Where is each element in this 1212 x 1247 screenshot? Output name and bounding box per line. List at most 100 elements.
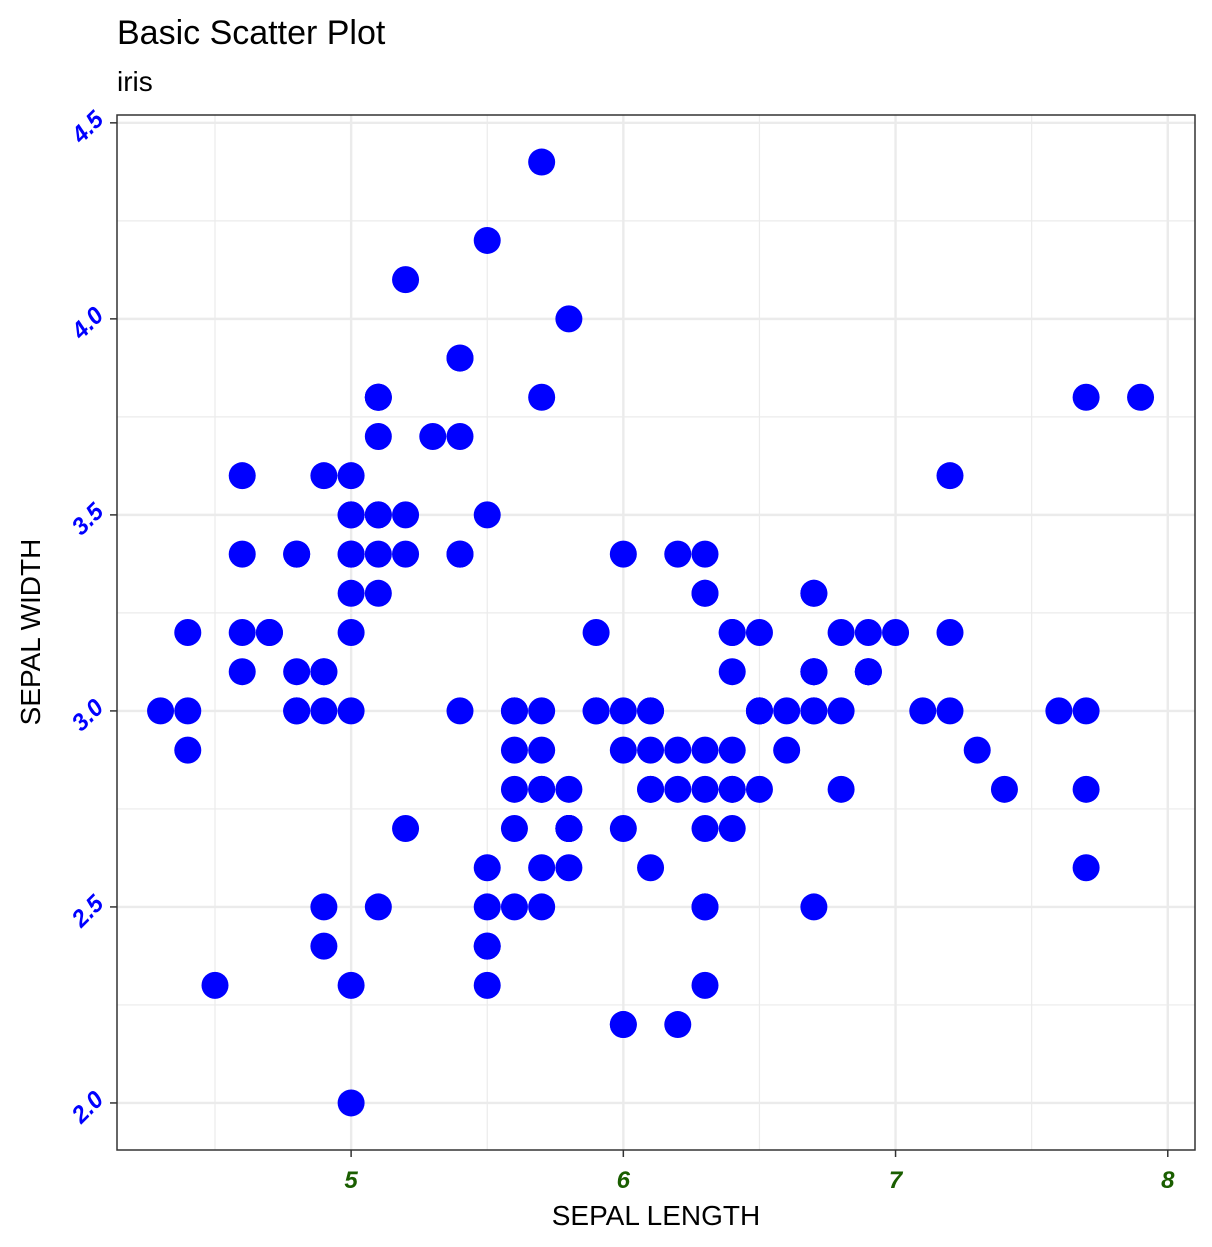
data-point — [528, 736, 556, 764]
data-point — [228, 658, 256, 686]
data-point — [201, 971, 229, 999]
data-point — [800, 579, 828, 607]
data-point — [664, 736, 692, 764]
data-point — [419, 422, 447, 450]
data-point — [364, 383, 392, 411]
data-point — [174, 697, 202, 725]
data-point — [718, 736, 746, 764]
data-point — [364, 540, 392, 568]
data-point — [609, 736, 637, 764]
data-point — [637, 736, 665, 764]
data-point — [174, 736, 202, 764]
data-point — [228, 540, 256, 568]
data-point — [528, 854, 556, 882]
data-point — [310, 893, 338, 921]
data-point — [228, 619, 256, 646]
data-point — [528, 148, 556, 176]
data-point — [609, 815, 637, 843]
data-point — [555, 854, 583, 882]
data-point — [364, 422, 392, 450]
x-axis-ticks: 5 6 7 8 — [344, 1150, 1175, 1194]
data-point — [800, 893, 828, 921]
data-point — [364, 579, 392, 607]
data-point — [691, 775, 719, 803]
data-point — [446, 344, 474, 372]
data-point — [963, 736, 991, 764]
data-point — [364, 501, 392, 529]
data-point — [473, 971, 501, 999]
data-point — [555, 775, 583, 803]
data-point — [691, 815, 719, 843]
data-point — [718, 815, 746, 843]
data-point — [1072, 775, 1100, 803]
data-point — [446, 422, 474, 450]
data-point — [773, 697, 801, 725]
chart-title: Basic Scatter Plot — [117, 14, 386, 52]
data-point — [609, 1011, 637, 1039]
data-points — [147, 148, 1155, 1117]
data-point — [1072, 383, 1100, 411]
data-point — [691, 736, 719, 764]
x-tick-label: 8 — [1161, 1167, 1175, 1194]
data-point — [691, 540, 719, 568]
data-point — [283, 540, 311, 568]
data-point — [392, 266, 420, 294]
data-point — [745, 697, 773, 725]
data-point — [773, 736, 801, 764]
data-point — [528, 383, 556, 411]
data-point — [827, 619, 855, 646]
y-axis-ticks: 2.0 2.5 3.0 3.5 4.0 4.5 — [66, 106, 117, 1130]
y-tick-label: 4.5 — [66, 106, 110, 150]
data-point — [337, 501, 365, 529]
data-point — [337, 579, 365, 607]
data-point — [337, 971, 365, 999]
data-point — [283, 658, 311, 686]
data-point — [609, 697, 637, 725]
data-point — [528, 697, 556, 725]
data-point — [147, 697, 175, 725]
data-point — [827, 775, 855, 803]
data-point — [500, 736, 528, 764]
x-tick-label: 7 — [889, 1167, 904, 1194]
y-tick-label: 3.0 — [67, 694, 110, 737]
data-point — [718, 658, 746, 686]
data-point — [473, 854, 501, 882]
data-point — [392, 815, 420, 843]
data-point — [310, 697, 338, 725]
data-point — [691, 971, 719, 999]
data-point — [609, 540, 637, 568]
data-point — [364, 893, 392, 921]
data-point — [473, 893, 501, 921]
data-point — [882, 619, 910, 646]
data-point — [392, 501, 420, 529]
data-point — [555, 815, 583, 843]
data-point — [691, 893, 719, 921]
y-axis-title: SEPAL WIDTH — [15, 539, 46, 726]
data-point — [446, 697, 474, 725]
data-point — [500, 697, 528, 725]
data-point — [446, 540, 474, 568]
data-point — [990, 775, 1018, 803]
data-point — [582, 697, 610, 725]
data-point — [500, 775, 528, 803]
data-point — [800, 658, 828, 686]
data-point — [936, 697, 964, 725]
data-point — [555, 305, 583, 333]
data-point — [473, 932, 501, 960]
data-point — [718, 619, 746, 646]
y-tick-label: 2.0 — [66, 1086, 110, 1130]
data-point — [1045, 697, 1073, 725]
data-point — [718, 775, 746, 803]
data-point — [228, 462, 256, 490]
data-point — [664, 540, 692, 568]
data-point — [854, 658, 882, 686]
x-axis-title: SEPAL LENGTH — [552, 1200, 761, 1231]
data-point — [337, 1089, 365, 1117]
x-tick-label: 6 — [617, 1167, 631, 1194]
y-tick-label: 2.5 — [66, 890, 110, 934]
chart-subtitle: iris — [117, 66, 153, 97]
data-point — [337, 619, 365, 646]
data-point — [800, 697, 828, 725]
data-point — [283, 697, 311, 725]
